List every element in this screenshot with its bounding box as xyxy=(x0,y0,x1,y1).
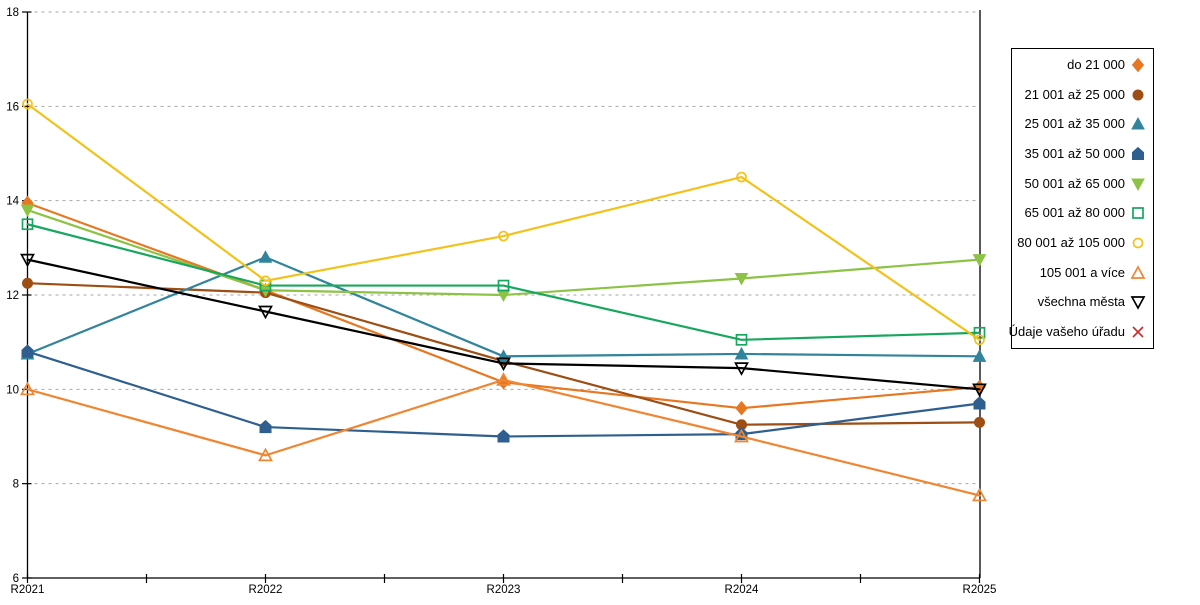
data-point-marker xyxy=(20,253,35,268)
legend-label: Údaje vašeho úřadu xyxy=(1008,323,1125,339)
legend-item-v-echna-m-sta: všechna města xyxy=(1018,294,1146,311)
data-point-marker xyxy=(974,334,985,346)
circle-marker-icon xyxy=(1132,237,1144,249)
data-point-marker xyxy=(736,171,747,183)
data-point-marker xyxy=(258,250,273,263)
triangle-up-marker-icon xyxy=(1131,117,1145,130)
y-tick-label: 8 xyxy=(13,479,19,491)
diamond-marker-icon xyxy=(1131,57,1145,73)
legend-label: 25 001 až 35 000 xyxy=(1024,116,1125,132)
data-point-marker xyxy=(734,346,749,360)
data-point-marker xyxy=(20,381,35,396)
data-point-marker xyxy=(497,279,510,292)
circle-marker-icon xyxy=(1132,89,1144,101)
axes: 6 8 10 12 14 16 18 R2021 R2022 R2023 R2024 R2025 xyxy=(6,7,996,596)
legend-item-80-001-a-105-000: 80 001 až 105 000 xyxy=(1017,234,1146,251)
triangle-down-marker-icon xyxy=(1130,296,1146,311)
circle-marker-icon xyxy=(1132,237,1144,249)
gridlines xyxy=(27,11,976,485)
x-tick-label: R2024 xyxy=(725,584,759,596)
legend-item-do-21-000: do 21 000 xyxy=(1018,57,1146,73)
y-tick-label: 16 xyxy=(6,101,19,113)
data-point-marker xyxy=(973,326,986,339)
legend-label: 35 001 až 50 000 xyxy=(1024,145,1125,161)
data-point-marker xyxy=(20,204,35,218)
x-marker-icon xyxy=(1132,326,1144,338)
triangle-up-marker-icon xyxy=(1131,117,1145,130)
data-point-marker xyxy=(260,275,271,287)
legend-item-50-001-a-65-000: 50 001 až 65 000 xyxy=(1018,176,1146,192)
data-point-marker xyxy=(974,416,985,428)
legend-label: 21 001 až 25 000 xyxy=(1024,86,1125,102)
series-v-echna-m-sta xyxy=(20,253,987,398)
data-point-marker xyxy=(22,277,33,289)
series-105-001-a-v-ce xyxy=(20,372,987,502)
x-marker-icon xyxy=(1132,326,1144,338)
series-25-001-a-35-000 xyxy=(20,250,987,362)
data-point-marker xyxy=(258,447,273,462)
legend-label: všechna města xyxy=(1037,294,1125,310)
series-50-001-a-65-000 xyxy=(20,204,987,303)
data-point-marker xyxy=(21,218,34,231)
data-point-marker xyxy=(259,419,272,434)
legend-label: 105 001 a více xyxy=(1039,264,1125,280)
data-point-marker xyxy=(735,400,748,416)
x-tick-label: R2023 xyxy=(487,584,521,596)
y-tick-label: 10 xyxy=(6,384,19,396)
y-tick-label: 18 xyxy=(6,7,19,19)
legend-label: 65 001 až 80 000 xyxy=(1024,205,1125,221)
legend-label: do 21 000 xyxy=(1067,57,1125,72)
legend-item-25-001-a-35-000: 25 001 až 35 000 xyxy=(1018,116,1146,132)
data-point-marker xyxy=(496,357,511,372)
diamond-marker-icon xyxy=(1131,57,1145,73)
data-point-marker xyxy=(972,349,987,362)
data-point-marker xyxy=(972,383,987,398)
triangle-down-marker-icon xyxy=(1130,296,1146,311)
legend-item-35-001-a-50-000: 35 001 až 50 000 xyxy=(1018,146,1146,162)
x-tick-label: R2025 xyxy=(963,584,997,596)
legend-item-daje-va-eho-adu: Údaje vašeho úřadu xyxy=(1009,324,1146,340)
pentagon-marker-icon xyxy=(1132,146,1144,160)
triangle-down-marker-icon xyxy=(1131,178,1145,191)
legend-label: 80 001 až 105 000 xyxy=(1017,234,1125,250)
legend-item-65-001-a-80-000: 65 001 až 80 000 xyxy=(1018,205,1146,221)
square-marker-icon xyxy=(1132,207,1144,220)
data-point-marker xyxy=(496,372,511,386)
data-point-marker xyxy=(972,254,987,267)
legend-item-21-001-a-25-000: 21 001 až 25 000 xyxy=(1018,87,1146,103)
circle-marker-icon xyxy=(1132,89,1144,101)
triangle-up-marker-icon xyxy=(1130,264,1146,279)
data-point-marker xyxy=(972,487,987,502)
data-point-marker xyxy=(498,230,509,242)
data-point-marker xyxy=(734,428,749,443)
series-65-001-a-80-000 xyxy=(21,218,986,346)
data-point-marker xyxy=(497,429,510,443)
series-80-001-a-105-000 xyxy=(22,98,985,346)
square-marker-icon xyxy=(1132,207,1144,220)
x-tick-label: R2022 xyxy=(249,584,283,596)
y-tick-label: 6 xyxy=(13,573,19,585)
data-point-marker xyxy=(734,272,749,286)
y-tick-label: 12 xyxy=(6,290,19,302)
data-point-marker xyxy=(258,305,273,320)
data-point-marker xyxy=(735,333,748,346)
data-point-marker xyxy=(21,344,34,358)
legend-item-105-001-a-v-ce: 105 001 a více xyxy=(1018,265,1146,281)
pentagon-marker-icon xyxy=(1132,146,1144,160)
data-point-marker xyxy=(973,396,986,410)
data-point-marker xyxy=(734,362,749,376)
y-tick-label: 14 xyxy=(6,196,19,208)
triangle-down-marker-icon xyxy=(1131,178,1145,191)
legend-label: 50 001 až 65 000 xyxy=(1024,175,1125,191)
x-tick-label: R2021 xyxy=(11,584,45,596)
data-point-marker xyxy=(22,98,33,110)
legend: do 21 000 21 001 až 25 000 25 001 až 35 00… xyxy=(1009,48,1154,349)
triangle-up-marker-icon xyxy=(1130,264,1146,279)
series-do-21-000 xyxy=(21,195,986,416)
